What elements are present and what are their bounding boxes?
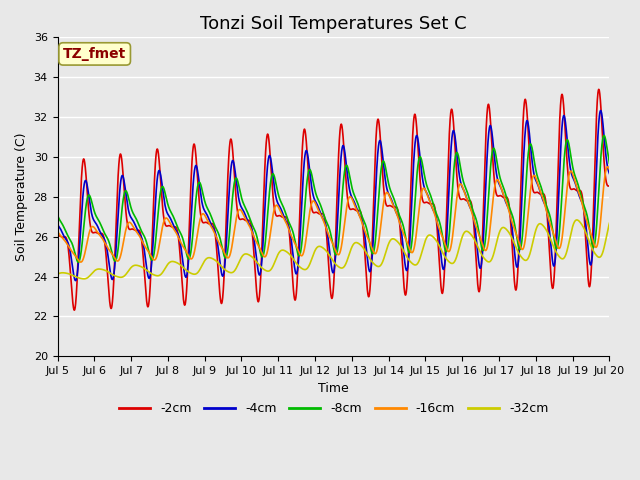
-32cm [54,272,61,277]
-32cm [554,251,561,257]
-2cm [554,194,561,200]
-8cm [74,259,82,265]
-32cm [80,276,88,282]
-4cm [172,228,180,233]
-32cm [388,237,396,242]
-16cm [77,259,84,265]
-16cm [605,166,613,172]
-4cm [388,197,396,203]
Line: -8cm: -8cm [58,135,609,262]
-4cm [605,170,613,176]
-2cm [605,183,613,189]
Title: Tonzi Soil Temperatures Set C: Tonzi Soil Temperatures Set C [200,15,467,33]
-2cm [397,239,405,244]
-16cm [604,164,611,170]
-32cm [605,221,613,227]
X-axis label: Time: Time [318,382,349,395]
-8cm [208,215,216,221]
Legend: -2cm, -4cm, -8cm, -16cm, -32cm: -2cm, -4cm, -8cm, -16cm, -32cm [114,397,554,420]
-16cm [54,229,61,235]
Line: -4cm: -4cm [58,110,609,281]
Line: -16cm: -16cm [58,167,609,262]
-8cm [600,132,608,138]
-4cm [54,222,61,228]
-4cm [397,226,405,232]
-16cm [605,167,613,172]
-2cm [595,86,603,92]
-32cm [172,259,180,265]
-2cm [388,204,396,209]
-32cm [208,255,216,261]
-16cm [172,229,180,235]
-4cm [72,278,79,284]
-8cm [172,220,180,226]
-2cm [208,221,216,227]
-4cm [208,223,216,229]
-16cm [388,198,396,204]
Line: -2cm: -2cm [58,89,609,310]
Line: -32cm: -32cm [58,220,609,279]
-4cm [554,228,561,233]
-8cm [605,159,613,165]
Text: TZ_fmet: TZ_fmet [63,47,126,61]
-8cm [54,212,61,218]
-16cm [554,242,561,248]
-4cm [605,171,613,177]
-8cm [605,160,613,166]
-32cm [397,243,405,249]
-8cm [554,245,561,251]
-2cm [70,307,78,313]
-2cm [172,224,180,230]
-2cm [605,183,613,189]
Y-axis label: Soil Temperature (C): Soil Temperature (C) [15,132,28,261]
-16cm [208,225,216,230]
-4cm [597,108,605,113]
-16cm [397,224,405,230]
-32cm [573,217,580,223]
-8cm [397,216,405,222]
-2cm [54,233,61,239]
-8cm [388,190,396,195]
-32cm [605,220,613,226]
